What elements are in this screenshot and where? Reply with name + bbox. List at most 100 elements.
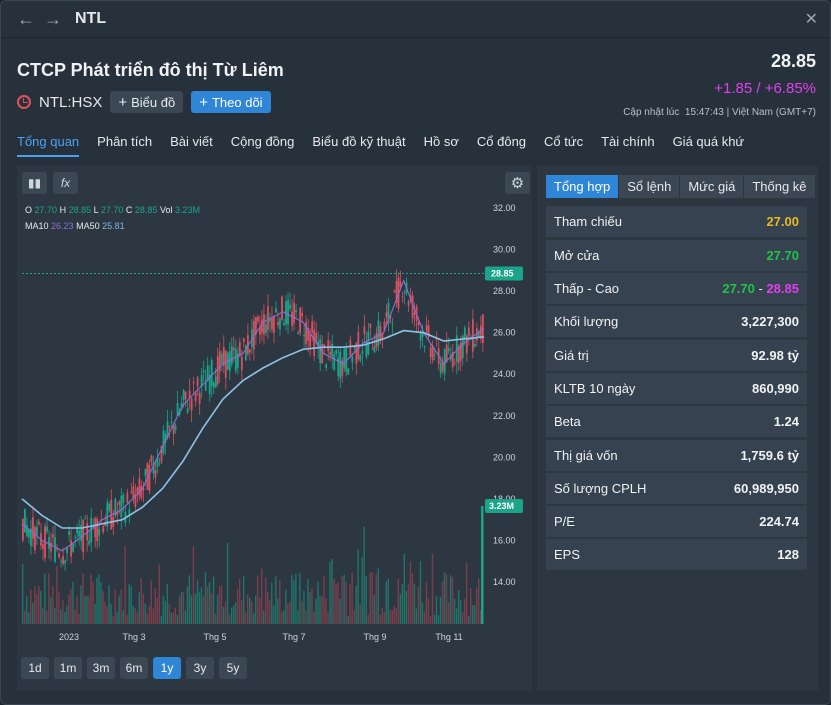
tab-tong-quan[interactable]: Tổng quan	[17, 134, 80, 157]
volume-bar	[62, 600, 64, 624]
candle-body	[66, 547, 68, 554]
candle-body	[263, 314, 265, 335]
candle-body	[120, 495, 123, 518]
candle-body	[279, 318, 281, 330]
volume-bar	[122, 610, 124, 624]
volume-bar	[186, 586, 189, 624]
candle-body	[114, 499, 117, 516]
forward-icon[interactable]: →	[44, 9, 62, 29]
candle-body	[341, 360, 344, 376]
tab-muc-gia[interactable]: Mức giá	[680, 175, 745, 198]
volume-bar	[202, 596, 205, 624]
volume-bar	[46, 610, 48, 624]
candle-body	[443, 349, 446, 374]
volume-bar	[365, 576, 367, 624]
candle-body	[176, 403, 179, 417]
candle-body	[259, 326, 261, 335]
candle-body	[359, 355, 362, 361]
volume-bar	[371, 571, 373, 624]
range-6m[interactable]: 6m	[120, 657, 148, 679]
ma10-label: MA10	[25, 221, 49, 231]
tab-co-tuc[interactable]: Cổ tức	[544, 134, 584, 149]
volume-bar	[66, 605, 68, 624]
stat-value: 27.00	[766, 214, 799, 229]
range-1d[interactable]: 1d	[21, 657, 49, 679]
volume-bar	[74, 609, 76, 624]
range-1y[interactable]: 1y	[153, 657, 181, 679]
title-bar: ← → NTL ✕	[1, 1, 830, 38]
volume-bar	[188, 575, 191, 624]
candle-body	[116, 511, 119, 516]
tab-thong-ke[interactable]: Thống kê	[744, 175, 816, 198]
close-icon[interactable]: ✕	[804, 11, 818, 28]
indicator-icon[interactable]: fx	[53, 172, 78, 194]
candle-body	[325, 364, 328, 368]
range-5y[interactable]: 5y	[219, 657, 247, 679]
candle-body	[46, 526, 48, 532]
volume-bar	[309, 592, 311, 624]
volume-bar	[267, 591, 269, 624]
volume-bar	[317, 582, 319, 624]
volume-bar	[126, 614, 128, 624]
candle-body	[82, 520, 85, 553]
range-3y[interactable]: 3y	[186, 657, 214, 679]
candle-body	[461, 335, 464, 358]
candle-body	[202, 370, 205, 373]
range-3m[interactable]: 3m	[87, 657, 115, 679]
tab-so-lenh[interactable]: Sổ lệnh	[619, 175, 681, 198]
volume-bar	[425, 581, 428, 624]
volume-bar	[275, 576, 277, 624]
volume-bar	[351, 572, 353, 624]
chart-button[interactable]: + Biểu đồ	[110, 91, 184, 113]
tab-bieu-do-ky-thuat[interactable]: Biểu đồ kỹ thuật	[312, 134, 406, 149]
volume-bar	[253, 613, 255, 624]
volume-bar	[323, 576, 325, 624]
candle-body	[403, 292, 406, 294]
back-icon[interactable]: ←	[17, 9, 35, 29]
settings-icon[interactable]: ⚙	[505, 172, 530, 194]
volume-bar	[160, 615, 163, 624]
candle-body	[431, 345, 434, 361]
candle-body	[228, 351, 231, 372]
tab-bai-viet[interactable]: Bài viết	[170, 134, 213, 149]
candle-body	[301, 312, 304, 317]
volume-bar	[321, 596, 323, 624]
stat-label: Thị giá vốn	[554, 448, 618, 463]
tab-gia-qua-khu[interactable]: Giá quá khứ	[672, 134, 745, 149]
volume-bar	[455, 608, 458, 624]
follow-button[interactable]: + Theo dõi	[191, 91, 271, 113]
stat-label: P/E	[554, 514, 575, 529]
tab-phan-tich[interactable]: Phân tích	[97, 134, 153, 149]
candle-body	[230, 346, 233, 365]
candle-type-icon[interactable]: ▮▮	[22, 172, 47, 194]
volume-bar	[453, 598, 456, 624]
volume-bar	[325, 598, 327, 624]
range-selector: 1d 1m 3m 6m 1y 3y 5y	[21, 657, 247, 679]
range-1m[interactable]: 1m	[54, 657, 82, 679]
ma10-value: 26.23	[51, 221, 74, 231]
last-volume-tag: 3.23M	[489, 501, 514, 511]
tab-tong-hop[interactable]: Tổng hợp	[546, 175, 620, 198]
tab-cong-dong[interactable]: Cộng đồng	[230, 134, 295, 149]
close-label: C	[125, 205, 133, 215]
volume-bar	[42, 608, 44, 624]
candle-body	[248, 349, 251, 353]
ma50-value: 25.81	[102, 221, 125, 231]
tab-ho-so[interactable]: Hồ sơ	[423, 134, 459, 149]
volume-bar	[443, 572, 446, 624]
candle-body	[170, 421, 173, 424]
candle-body	[267, 306, 269, 330]
stat-label: Giá trị	[554, 348, 589, 363]
candle-body	[184, 391, 187, 400]
tab-tai-chinh[interactable]: Tài chính	[601, 134, 655, 149]
stat-label: Số lượng CPLH	[554, 481, 647, 496]
candle-body	[238, 342, 241, 357]
volume-bar	[24, 610, 26, 624]
tab-co-dong[interactable]: Cổ đông	[476, 134, 527, 149]
volume-bar	[263, 610, 265, 624]
stat-row-value: Giá trị 92.98 tỷ	[546, 340, 807, 371]
candle-body	[467, 327, 470, 336]
price-chart[interactable]: 32.00 30.00 28.00 26.00 24.00 22.00 20.00 18.00…	[17, 166, 532, 646]
volume-bar	[333, 578, 335, 624]
